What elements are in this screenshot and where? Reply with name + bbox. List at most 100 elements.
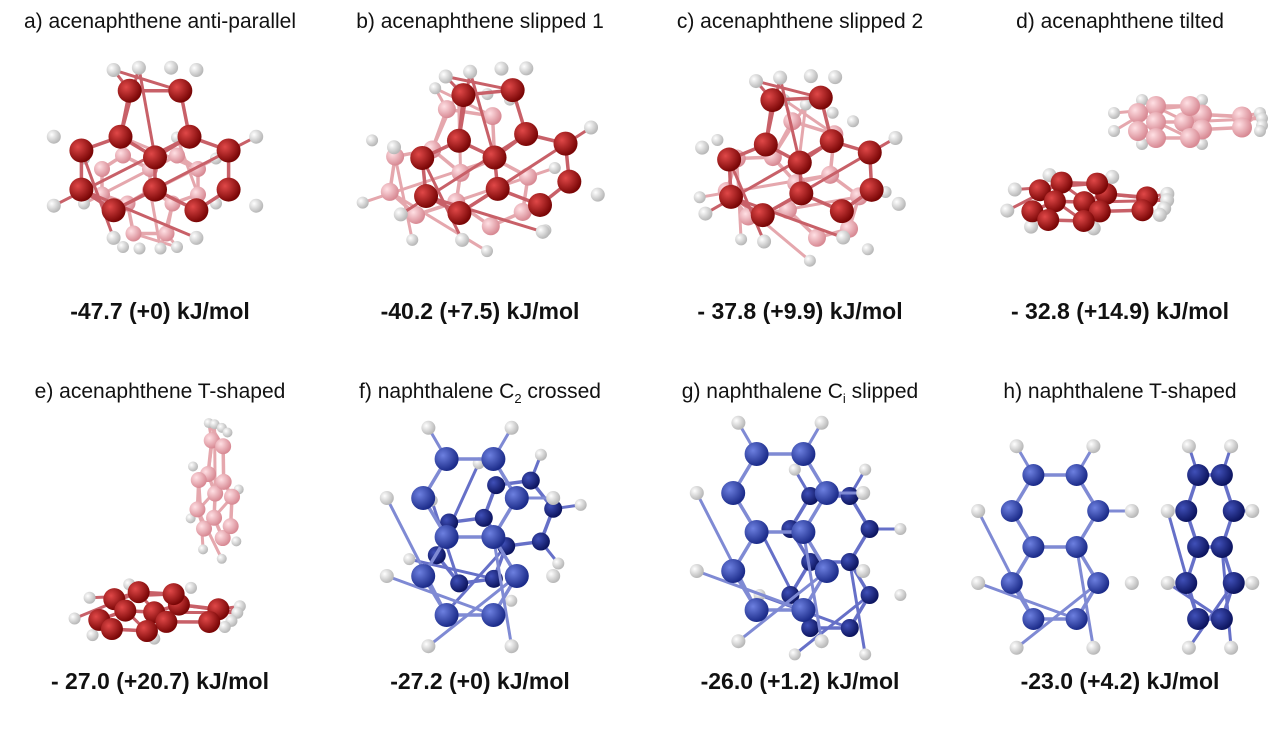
back-monomer-carbon-atom (407, 205, 426, 224)
back-monomer-hydrogen-atom (403, 553, 416, 566)
front-monomer-carbon-atom (814, 481, 839, 505)
upper-monomer-carbon-atom (222, 518, 239, 535)
front-monomer-carbon-atom (482, 145, 507, 170)
back-monomer-ch-bond (848, 561, 867, 655)
front-monomer-carbon-atom (791, 520, 816, 544)
panel-h-molecule (971, 439, 1260, 655)
back-monomer-carbon-atom (840, 487, 859, 505)
panel-g-energy: -26.0 (+1.2) kJ/mol (700, 668, 900, 694)
panel-a-energy: -47.7 (+0) kJ/mol (70, 298, 250, 324)
back-monomer-ch-bond (408, 557, 495, 581)
back-monomer-carbon-atom (840, 553, 859, 571)
front-monomer-ch-bond (386, 574, 494, 617)
back-monomer-hydrogen-atom (799, 98, 812, 111)
back-monomer-carbon-atom (801, 619, 820, 637)
lower-monomer (68, 578, 246, 645)
front-monomer (689, 415, 871, 649)
left-monomer-ch-bond (1015, 581, 1100, 649)
front-monomer-hydrogen-atom (131, 60, 146, 75)
front-monomer-ch-bond (727, 158, 766, 243)
front-monomer-carbon-atom (528, 192, 553, 217)
front-monomer-hydrogen-atom (590, 187, 605, 202)
right-monomer-hydrogen-atom (1224, 439, 1239, 454)
upper-monomer-carbon-atom (215, 473, 232, 490)
lower-monomer-carbon-atom (127, 581, 150, 604)
front-monomer-carbon-atom (410, 145, 435, 170)
lower-monomer-carbon-atom (114, 599, 137, 622)
lower-monomer-carbon-atom (1037, 209, 1060, 232)
right-monomer (1160, 439, 1260, 655)
front-monomer-carbon-atom (481, 447, 506, 471)
front-monomer-ch-bond (696, 569, 804, 612)
left-monomer-carbon-atom (1022, 608, 1045, 630)
back-monomer-carbon-atom (513, 202, 532, 221)
front-monomer-hydrogen-atom (504, 639, 519, 654)
upper-monomer-carbon-atom (214, 530, 231, 547)
front-monomer-carbon-atom (485, 176, 510, 201)
lower-monomer-carbon-atom (1131, 199, 1154, 222)
panel-c-label: c) acenaphthene slipped 2 (676, 10, 924, 33)
back-monomer-hydrogen-atom (859, 463, 872, 476)
front-monomer-carbon-atom (481, 603, 506, 627)
left-monomer-carbon-atom (1065, 464, 1088, 486)
front-monomer-hydrogen-atom (421, 420, 436, 435)
left-monomer-carbon-atom (1022, 536, 1045, 558)
front-monomer-hydrogen-atom (164, 60, 179, 75)
front-monomer-ch-bond (468, 71, 496, 158)
back-monomer-hydrogen-atom (788, 648, 801, 661)
panel-a-molecule (46, 60, 264, 255)
left-monomer-hydrogen-atom (1124, 504, 1139, 518)
left-monomer-hydrogen-atom (971, 504, 986, 518)
front-monomer-ch-bond (730, 195, 844, 239)
lower-monomer-carbon-atom (162, 583, 185, 606)
left-monomer-ch-bond (977, 581, 1078, 621)
front-monomer-hydrogen-atom (828, 70, 843, 85)
left-monomer-carbon-atom (1000, 572, 1023, 594)
right-monomer-carbon-atom (1222, 500, 1245, 522)
front-monomer (379, 420, 561, 654)
front-monomer-carbon-atom (750, 203, 775, 228)
back-monomer-carbon-atom (807, 228, 826, 247)
back-monomer-carbon-atom (437, 100, 456, 119)
back-monomer-hydrogen-atom (406, 233, 419, 246)
back-monomer-hydrogen-atom (735, 233, 748, 246)
front-monomer-ch-bond (80, 188, 197, 240)
front-monomer-ch-bond (801, 531, 824, 642)
front-monomer-hydrogen-atom (421, 639, 436, 654)
upper-monomer-hydrogen-atom (1108, 125, 1120, 137)
panel-d-energy: - 32.8 (+14.9) kJ/mol (1011, 298, 1229, 324)
right-monomer-hydrogen-atom (1160, 504, 1175, 518)
back-monomer-hydrogen-atom (366, 134, 379, 147)
lower-monomer (1000, 168, 1175, 236)
panel-f-energy: -27.2 (+0) kJ/mol (390, 668, 570, 694)
lower-monomer-carbon-atom (198, 610, 221, 633)
front-monomer-hydrogen-atom (455, 232, 470, 247)
upper-monomer-carbon-atom (1232, 117, 1252, 138)
front-monomer-carbon-atom (216, 177, 241, 202)
panel-e-label: e) acenaphthene T-shaped (34, 380, 286, 403)
panel-e: e) acenaphthene T-shaped - 27.0 (+20.7) … (0, 370, 320, 739)
front-monomer-carbon-atom (553, 131, 578, 156)
back-monomer-hydrogen-atom (505, 594, 518, 607)
back-monomer-carbon-atom (801, 553, 820, 571)
front-monomer-hydrogen-atom (856, 564, 871, 578)
front-monomer-carbon-atom (504, 564, 529, 588)
panel-a: a) acenaphthene anti-parallel -47.7 (+0)… (0, 0, 320, 369)
front-monomer-hydrogen-atom (46, 198, 61, 213)
front-monomer (46, 60, 264, 245)
front-monomer-hydrogen-atom (757, 234, 772, 249)
front-monomer-hydrogen-atom (379, 569, 394, 583)
front-monomer-carbon-atom (69, 138, 94, 163)
panel-a-label: a) acenaphthene anti-parallel (23, 10, 297, 33)
right-monomer-ch-bond (1187, 582, 1235, 649)
front-monomer-hydrogen-atom (856, 486, 871, 500)
front-monomer-hydrogen-atom (689, 486, 704, 500)
left-monomer-hydrogen-atom (971, 576, 986, 590)
panel-h-energy: -23.0 (+4.2) kJ/mol (1020, 668, 1220, 694)
upper-monomer-carbon-atom (1128, 103, 1148, 123)
right-monomer-hydrogen-atom (1160, 576, 1175, 590)
front-monomer-hydrogen-atom (689, 564, 704, 578)
lower-monomer-hydrogen-atom (83, 591, 96, 604)
front-monomer-ch-bond (778, 77, 802, 163)
panel-b-energy: -40.2 (+7.5) kJ/mol (380, 298, 580, 324)
